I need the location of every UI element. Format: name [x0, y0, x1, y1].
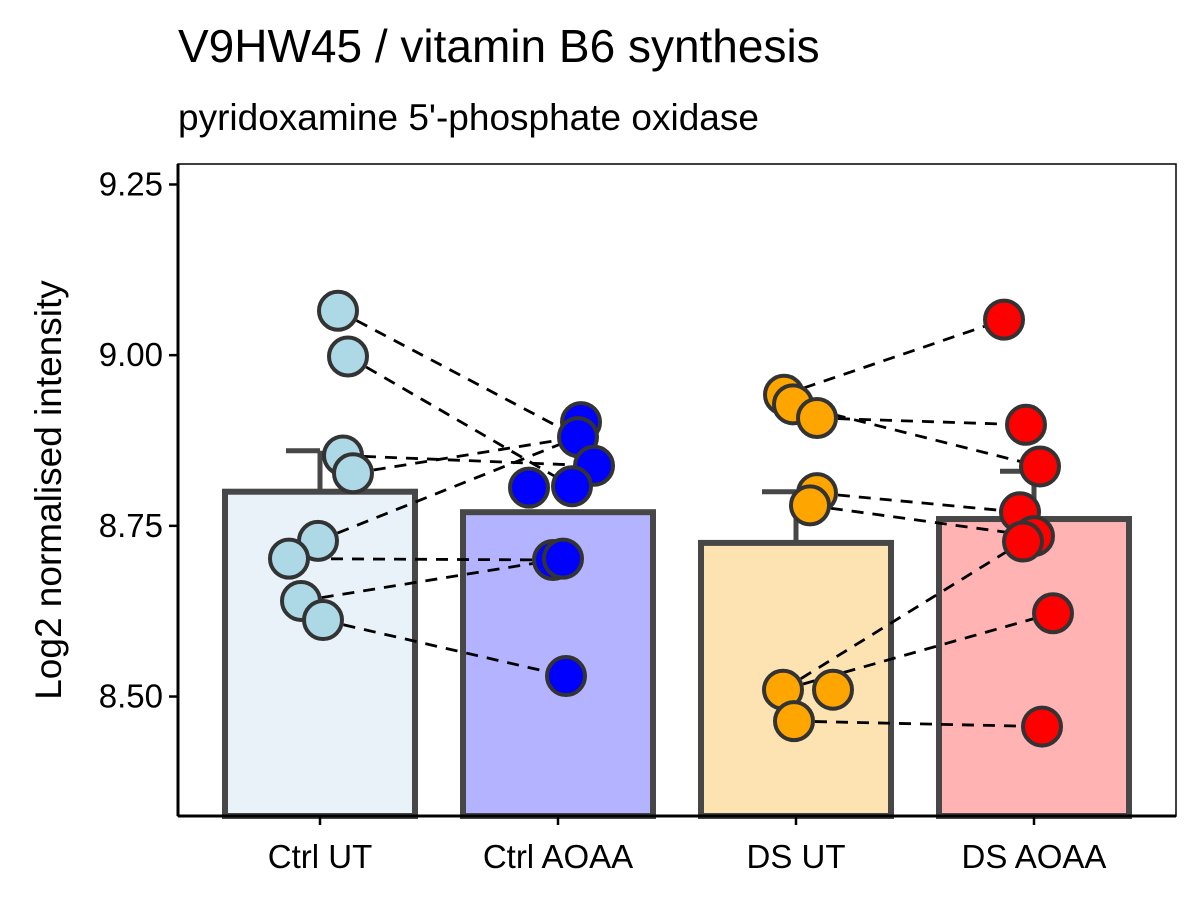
data-point-3-2: [1019, 445, 1061, 488]
data-point-2-7: [773, 700, 815, 743]
plot-area: 8.50 8.75 9.00 9.25 Ctrl UT Ctrl AOAA DS UT DS …: [99, 163, 1177, 875]
data-point-2-4: [789, 484, 831, 527]
data-point-0-7: [302, 599, 344, 642]
data-point-2-6: [812, 668, 854, 711]
data-point-3-1: [1005, 403, 1047, 446]
pair-line-2: [352, 435, 579, 475]
data-point-2-2: [796, 396, 838, 439]
bar-3: [936, 516, 1132, 819]
chart-subtitle: pyridoxamine 5'-phosphate oxidase: [178, 97, 759, 138]
pair-line-6: [300, 557, 564, 603]
pair-line-8: [783, 318, 1005, 397]
y-axis-label: Log2 normalised intensity: [28, 280, 69, 700]
data-point-1-7: [545, 655, 587, 698]
y-tick-label-1: 8.75: [99, 507, 163, 544]
data-point-0-1: [327, 335, 369, 378]
x-tick-label-0: Ctrl UT: [268, 838, 372, 875]
data-point-1-3: [551, 465, 593, 508]
pair-line-5: [288, 557, 554, 562]
y-tick-label-3: 9.25: [99, 165, 163, 202]
pair-line-9: [816, 416, 1027, 427]
y-tick-label-2: 9.00: [99, 336, 163, 373]
data-point-1-6: [542, 537, 584, 580]
data-point-3-6: [1032, 592, 1074, 635]
pair-line-11: [816, 491, 1021, 514]
pair-line-12: [809, 503, 1035, 538]
data-point-0-3: [332, 452, 374, 495]
chart-title: V9HW45 / vitamin B6 synthesis: [178, 20, 820, 72]
pair-line-3: [342, 454, 595, 468]
data-point-0-5: [268, 537, 310, 580]
data-point-0-0: [317, 289, 359, 332]
data-point-3-7: [1021, 705, 1063, 748]
data-point-3-0: [983, 298, 1025, 341]
pair-line-1: [347, 355, 573, 488]
y-tick-label-0: 8.50: [99, 678, 163, 715]
data-point-1-4: [508, 466, 550, 509]
pair-line-0: [337, 309, 579, 439]
pair-line-13: [782, 540, 1024, 691]
x-tick-label-2: DS UT: [747, 838, 846, 875]
data-point-3-5: [1002, 520, 1044, 563]
x-tick-label-1: Ctrl AOAA: [483, 838, 633, 875]
x-tick-label-3: DS AOAA: [962, 838, 1107, 875]
pair-line-4: [317, 435, 579, 543]
